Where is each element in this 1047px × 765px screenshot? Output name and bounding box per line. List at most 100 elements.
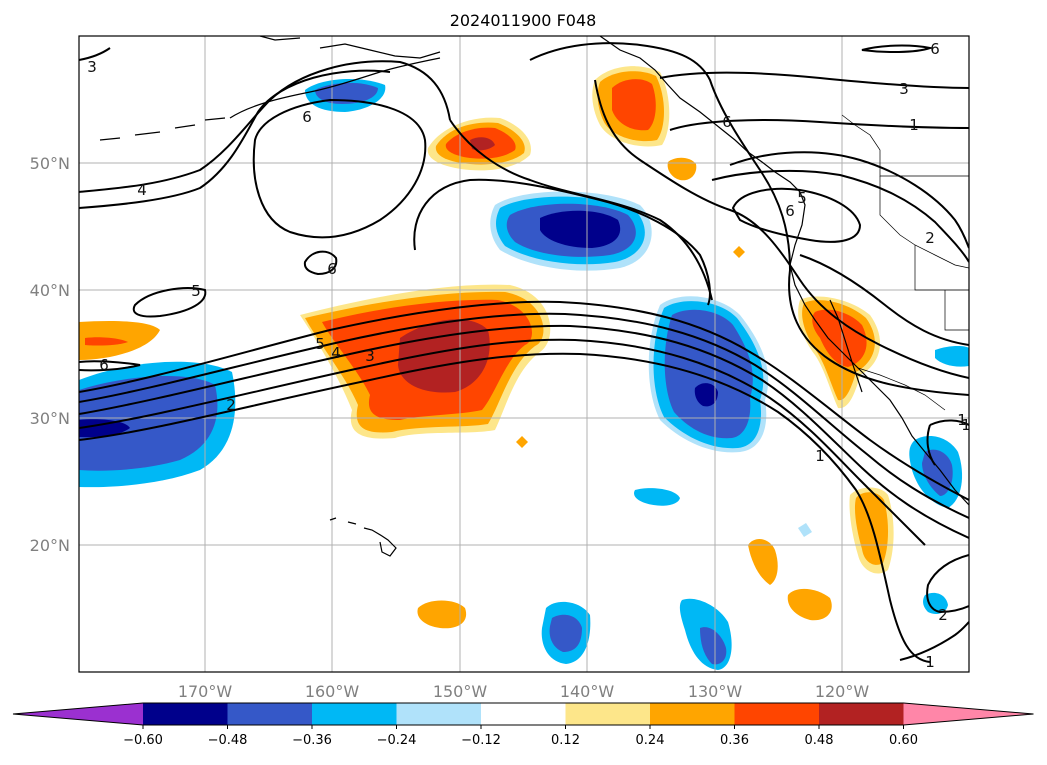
pos-anomaly-goa-core: [470, 137, 495, 151]
hawaii: [329, 517, 397, 557]
pos-anomaly-south-2: [748, 538, 778, 585]
coastlines: [99, 36, 969, 557]
contour-label: 3: [87, 58, 97, 76]
contour-label: 2: [938, 606, 948, 624]
colorbar-tick-label: 0.24: [636, 733, 665, 748]
shaded-anomaly-fields: [79, 66, 969, 670]
contour-label: 1: [815, 447, 825, 465]
colorbar-segment: [565, 703, 651, 725]
neg-anomaly-east-edge: [935, 345, 969, 367]
contour-labels: 3 4 5 6 2 1 3 4 5 6 1 2 3 6 1 2 1 6 6 5 …: [87, 40, 971, 671]
lon-label: 150°W: [433, 682, 488, 701]
lat-label: 20°N: [30, 536, 70, 555]
contour-lines: [79, 42, 969, 663]
colorbar-segment: [312, 703, 397, 725]
us-mexico-border: [857, 367, 946, 411]
contour-6-low: [252, 98, 427, 239]
aleutian-chain: [229, 57, 441, 119]
contour-5-west: [132, 287, 207, 318]
contour-label: 2: [226, 396, 236, 414]
neg-anomaly-bering-core: [315, 82, 378, 104]
map-frame: [78, 35, 970, 673]
colorbar-tick-label: 0.36: [720, 733, 749, 748]
lon-label: 160°W: [305, 682, 360, 701]
contour-4: [79, 312, 969, 519]
colorbar-extend-min: [13, 703, 143, 725]
pos-anomaly-calif-core: [812, 309, 867, 367]
colorbar-tick-label: −0.36: [292, 733, 332, 748]
contour-label: 1: [909, 116, 919, 134]
lat-label: 30°N: [30, 409, 70, 428]
contour-1-northeast: [669, 119, 969, 131]
latitude-labels: 50°N 40°N 30°N 20°N: [30, 154, 70, 555]
contour-label: 1: [957, 411, 967, 429]
contour-label: 2: [925, 229, 935, 247]
contour-3-northeast: [659, 71, 969, 89]
pos-anomaly-speck-2: [733, 246, 745, 258]
contour-6-west: [79, 360, 141, 372]
contour-3: [79, 324, 969, 539]
contour-label: 5: [315, 335, 325, 353]
pos-anomaly-south-1: [854, 492, 889, 565]
contour-east-2: [729, 151, 969, 249]
contour-4-northeast-small: [861, 44, 934, 54]
contour-trough-2: [594, 79, 969, 379]
contour-1: [79, 352, 931, 663]
colorbar-tick-label: −0.12: [461, 733, 501, 748]
lon-label: 140°W: [560, 682, 615, 701]
neg-anomaly-speck: [798, 523, 812, 537]
colorbar-extend-max: [903, 703, 1034, 725]
pos-anomaly-south-4: [417, 600, 467, 629]
colorbar-segment: [481, 703, 566, 725]
colorbar-segment: [819, 703, 904, 725]
contour-label: 5: [797, 189, 807, 207]
contour-ridge-2: [413, 178, 711, 306]
neg-anomaly-north-core: [540, 210, 621, 248]
lat-label: 50°N: [30, 154, 70, 173]
contour-trough-1: [529, 42, 969, 396]
map-title: 2024011900 F048: [450, 11, 597, 30]
contour-east-3: [799, 254, 969, 346]
contour-label: 6: [327, 260, 337, 278]
pos-anomaly-west-core: [85, 337, 128, 346]
contour-label: 6: [99, 356, 109, 374]
colorbar-tick-label: −0.48: [208, 733, 248, 748]
contour-2: [79, 338, 926, 546]
contour-2-southeast: [926, 554, 969, 614]
us-state-border-2: [914, 245, 969, 291]
contour-5-north: [79, 69, 391, 209]
colorbar-segment: [396, 703, 482, 725]
neg-anomaly-west-core: [79, 419, 130, 438]
colorbar-tick-label: 0.12: [551, 733, 580, 748]
pos-anomaly-speck-1: [516, 436, 528, 448]
baja-california: [829, 299, 863, 393]
contour-label: 6: [722, 113, 732, 131]
contour-1-southeast: [899, 621, 969, 661]
map-panel: 3 4 5 6 2 1 3 4 5 6 1 2 3 6 1 2 1 6 6 5 …: [78, 35, 971, 673]
colorbar-tick-label: 0.60: [889, 733, 918, 748]
pos-anomaly-alaska-core: [612, 79, 656, 131]
neg-anomaly-small-1: [634, 488, 680, 506]
aleutian-islands-west: [99, 117, 226, 141]
contour-label: 6: [785, 202, 795, 220]
neg-anomaly-small-2: [923, 592, 948, 614]
colorbar-segment: [650, 703, 735, 725]
contour-6-northeast-low: [731, 187, 862, 243]
neg-anomaly-west-mid: [79, 375, 218, 471]
colorbar-segment: [227, 703, 313, 725]
contour-label: 4: [137, 181, 147, 199]
contour-label: 3: [899, 80, 909, 98]
contour-label: 6: [930, 40, 940, 58]
lon-label: 170°W: [178, 682, 233, 701]
colorbar-tick-label: −0.60: [123, 733, 163, 748]
contour-label: 1: [925, 653, 935, 671]
colorbar-tick-label: −0.24: [377, 733, 417, 748]
contour-label: 1: [961, 416, 971, 434]
neg-anomaly-mexico-core: [922, 449, 953, 496]
contour-label: 6: [302, 108, 312, 126]
colorbar-segment: [734, 703, 820, 725]
lon-label: 130°W: [688, 682, 743, 701]
us-state-border-3: [944, 290, 969, 331]
neg-anomaly-south-2-core: [700, 627, 727, 665]
pos-anomaly-south-3: [787, 588, 832, 621]
